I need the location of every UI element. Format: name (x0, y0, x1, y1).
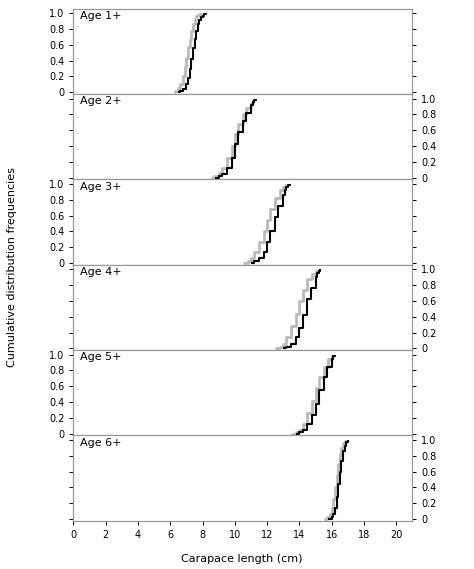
Text: Cumulative distribution frequencies: Cumulative distribution frequencies (7, 167, 17, 368)
Text: Age 6+: Age 6+ (80, 438, 122, 448)
Text: Carapace length (cm): Carapace length (cm) (181, 554, 302, 564)
Text: Age 4+: Age 4+ (80, 267, 122, 277)
Text: Age 5+: Age 5+ (80, 352, 122, 362)
Text: Age 3+: Age 3+ (80, 182, 122, 192)
Text: Age 1+: Age 1+ (80, 11, 122, 21)
Text: Age 2+: Age 2+ (80, 97, 122, 106)
